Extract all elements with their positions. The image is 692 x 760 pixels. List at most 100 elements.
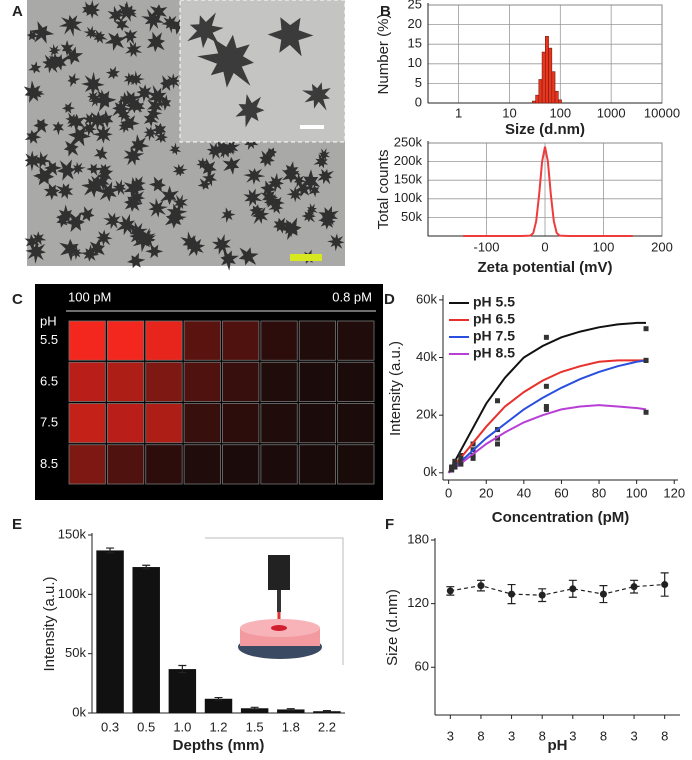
- heatmap-cell: [183, 320, 221, 361]
- marker: [452, 461, 458, 467]
- y-axis-label: Intensity (a.u.): [387, 341, 404, 436]
- y-tick-label: 120: [407, 595, 429, 610]
- nanostar: [87, 238, 105, 256]
- histogram-bar: [548, 47, 553, 104]
- marker: [458, 453, 464, 459]
- y-tick-label: 20: [408, 16, 422, 31]
- y-tick-label: 50k: [401, 209, 422, 224]
- nanostar: [33, 118, 49, 133]
- marker: [458, 461, 464, 467]
- y-tick-label: 25: [408, 0, 422, 11]
- nanostar: [243, 188, 263, 207]
- x-tick-label: 0.5: [137, 719, 155, 734]
- y-tick-label: 15: [408, 36, 422, 51]
- nanostar: [125, 93, 145, 114]
- nanostar: [169, 142, 182, 156]
- marker: [643, 409, 649, 415]
- marker: [452, 464, 458, 470]
- row-label: 5.5: [40, 332, 58, 347]
- nanostar: [294, 180, 314, 197]
- marker: [630, 583, 638, 591]
- heatmap-cell: [145, 403, 183, 444]
- nanostar: [55, 204, 76, 223]
- y-axis-label: Size (d.nm): [384, 589, 401, 666]
- nanostar: [151, 123, 167, 138]
- bar: [204, 698, 233, 713]
- nanostar: [25, 240, 46, 264]
- y-tick-label: 60k: [416, 291, 437, 306]
- nanostar: [58, 15, 83, 37]
- nanostar: [80, 244, 100, 262]
- error-bar: [286, 708, 295, 711]
- nanostar: [82, 112, 96, 125]
- heatmap-cell: [260, 444, 298, 485]
- nanostar: [94, 172, 110, 191]
- heatmap-cell: [68, 403, 106, 444]
- y-tick-label: 50k: [65, 645, 86, 660]
- nanostar: [211, 234, 231, 255]
- scale-bar: [300, 125, 324, 129]
- y-tick-label: 0k: [72, 704, 86, 719]
- bar: [132, 567, 160, 713]
- x-tick-label: 3: [508, 728, 515, 743]
- heatmap-cell: [183, 444, 221, 485]
- nanostar: [30, 85, 43, 99]
- nanostar: [160, 185, 179, 205]
- nanostar: [265, 147, 277, 159]
- inset-cartoon: [205, 537, 344, 665]
- tem-image: [23, 0, 346, 271]
- heatmap-cell: [337, 444, 375, 485]
- nanostar: [143, 111, 159, 127]
- nanostar: [122, 90, 142, 108]
- error-bar: [250, 706, 259, 710]
- x-tick-label: 8: [661, 728, 668, 743]
- nanostar: [145, 107, 163, 122]
- nanostar: [55, 183, 74, 200]
- nanostar: [147, 84, 170, 109]
- nanostar: [197, 34, 254, 88]
- x-tick-label: 60: [554, 485, 568, 500]
- nanostar: [313, 153, 329, 169]
- heatmap-cell: [260, 361, 298, 402]
- panel-letter: A: [12, 3, 23, 20]
- y-axis-label: Number (%): [375, 14, 392, 95]
- nanostar: [82, 1, 96, 15]
- x-tick-label: 40: [517, 485, 531, 500]
- x-tick-label: -100: [473, 239, 499, 254]
- x-tick-label: 8: [600, 728, 607, 743]
- row-label: 8.5: [40, 456, 58, 471]
- y-tick-label: 0k: [423, 464, 437, 479]
- x-tick-label: 3: [447, 728, 454, 743]
- x-tick-label: 100: [626, 485, 648, 500]
- nanostar: [31, 231, 47, 246]
- nanostar: [28, 61, 42, 74]
- nanostar: [87, 89, 101, 103]
- nanostar: [132, 100, 146, 113]
- nanostar: [35, 169, 48, 181]
- marker: [661, 581, 669, 589]
- nanostar: [172, 194, 188, 210]
- y-tick-label: 100k: [394, 190, 423, 205]
- bar: [168, 669, 197, 713]
- nanostar: [223, 140, 241, 155]
- marker: [543, 334, 549, 340]
- nanostar: [115, 213, 139, 236]
- histogram-bar: [554, 90, 559, 104]
- nanostar: [279, 217, 302, 240]
- marker: [446, 587, 454, 595]
- row-label: 6.5: [40, 373, 58, 388]
- marker: [470, 455, 476, 461]
- nanostar: [24, 129, 42, 144]
- heatmap-cell: [337, 320, 375, 361]
- nanostar: [148, 198, 168, 218]
- x-tick-label: 8: [539, 728, 546, 743]
- marker: [458, 455, 464, 461]
- nanostar: [293, 173, 307, 188]
- laser-spot: [271, 625, 287, 631]
- nanostar: [124, 41, 143, 58]
- x-tick-label: 0: [541, 239, 548, 254]
- nanostar: [95, 163, 112, 178]
- nanostar: [283, 161, 301, 181]
- nanostar: [78, 206, 95, 222]
- histogram-bar: [541, 51, 546, 104]
